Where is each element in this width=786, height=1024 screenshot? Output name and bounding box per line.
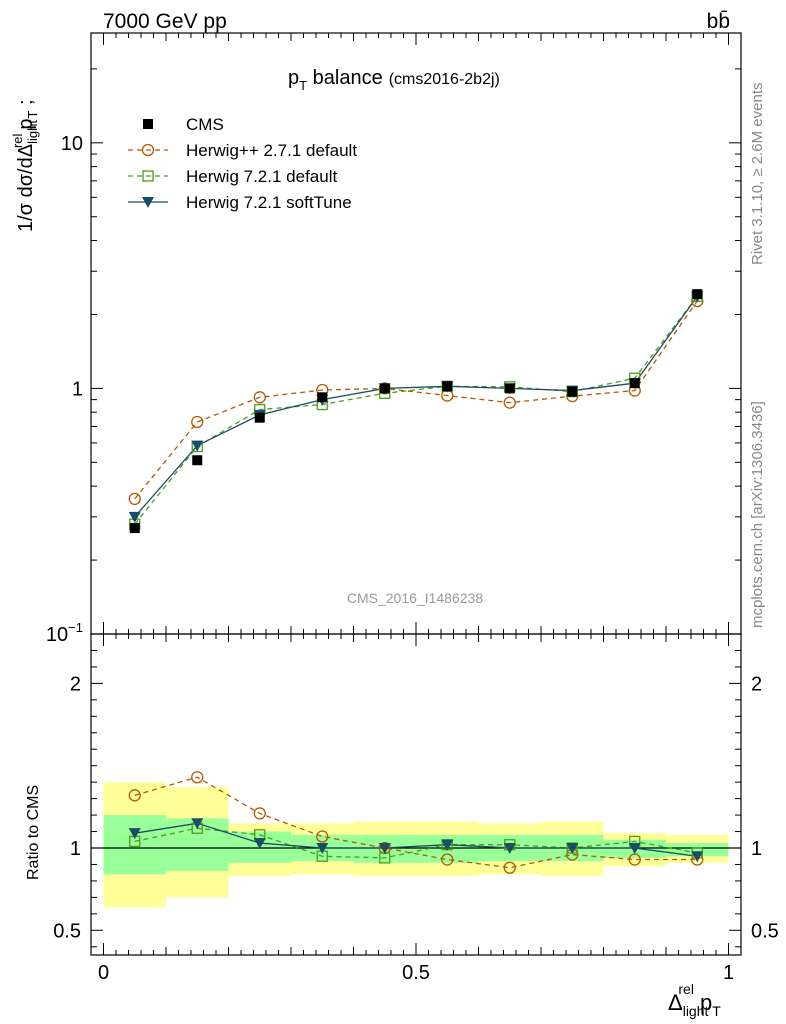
data-point-cms [442,381,453,392]
legend-marker-herwig-7-2-1-default [142,170,154,182]
ratio-y-tick-label: 0.5 [53,920,81,942]
x-tick-label: 1 [723,962,734,984]
data-point-cms [192,455,203,466]
main-y-axis-label: 1/σ dσ/dΔlightrelpT ; [10,99,40,232]
y-tick-label: 10−1 [46,620,83,646]
ratio-point-herwig-2-7-1-default [441,853,454,866]
ratio-line-herwig-7-2-1-softtune [134,822,698,857]
legend-label-herwig-7-2-1-softtune: Herwig 7.2.1 softTune [186,193,352,212]
process-label: bb̄ [707,10,730,33]
rivet-label: Rivet 3.1.10, ≥ 2.6M events [749,83,766,266]
x-tick-label: 0.5 [402,962,430,984]
mcplots-label: mcplots.cern.ch [arXiv:1306.3436] [749,401,766,628]
y-tick-label: 1 [72,378,83,400]
ratio-point-herwig-7-2-1-softtune [691,851,704,863]
plot-title: pT balance (cms2016-2b2j) [288,67,500,93]
data-point-herwig-2-7-1-default [191,415,204,429]
legend-marker-herwig-7-2-1-softtune [142,197,154,208]
legend-marker-herwig-2-7-1-default [141,143,155,157]
data-point-cms [379,383,390,394]
legend-label-herwig-2-7-1-default: Herwig++ 2.7.1 default [186,141,357,160]
data-point-cms [129,523,140,534]
ratio-y-tick-label-right: 2 [751,673,762,695]
legend-label-cms: CMS [186,115,224,134]
ratio-point-herwig-7-2-1-softtune [191,818,204,830]
ratio-y-tick-label-right: 1 [751,838,762,860]
ratio-point-herwig-2-7-1-default [191,771,204,784]
tick-marks [91,33,741,955]
y-tick-label: 10 [61,133,83,155]
series-line-herwig-2-7-1-default [134,300,698,500]
ratio-point-herwig-2-7-1-default [253,807,266,820]
series-lines [134,295,698,869]
ratio-point-herwig-2-7-1-default [503,861,516,874]
series-markers [128,289,704,874]
ratio-y-axis-label: Ratio to CMS [25,785,42,880]
ratio-y-tick-label: 2 [70,673,81,695]
data-point-cms [692,289,703,300]
data-point-herwig-2-7-1-default [503,396,516,409]
data-point-cms [254,412,265,423]
ratio-point-herwig-7-2-1-softtune [441,839,454,851]
legend: CMS Herwig++ 2.7.1 default Herwig 7.2.1 de… [128,115,357,212]
data-point-cms [504,383,515,394]
ratio-band-green [103,815,166,875]
data-point-herwig-7-2-1-softtune [191,440,204,452]
data-point-cms [567,386,578,397]
ratio-point-herwig-2-7-1-default [316,830,329,843]
ratio-y-tick-label-right: 0.5 [751,920,779,942]
data-point-herwig-7-2-1-softtune [128,511,141,523]
ratio-point-herwig-7-2-1-softtune [128,828,141,840]
data-point-cms [629,378,640,389]
ratio-point-herwig-7-2-1-softtune [566,843,579,854]
x-axis-label: ΔlightrelpT [668,981,721,1019]
ratio-band-green [666,843,729,857]
x-tick-label: 0 [98,962,109,984]
legend-marker-cms [143,119,153,129]
ratio-point-herwig-7-2-1-softtune [253,838,266,850]
energy-label: 7000 GeV pp [103,10,227,33]
ratio-point-herwig-7-2-1-softtune [316,843,329,854]
ratio-point-herwig-7-2-1-softtune [503,843,516,854]
ratio-point-herwig-2-7-1-default [128,789,141,802]
data-point-herwig-2-7-1-default [128,492,141,506]
legend-label-herwig-7-2-1-default: Herwig 7.2.1 default [186,167,337,186]
analysis-label: CMS_2016_I1486238 [347,590,483,606]
ratio-y-tick-label: 1 [70,838,81,860]
tick-labels: 10−1 1 10 0.5 0.5 1 1 2 2 0 0.5 1 [46,133,779,984]
ratio-point-herwig-7-2-1-softtune [378,843,391,854]
ratio-line-herwig-2-7-1-default [134,776,698,869]
data-point-herwig-2-7-1-default [253,391,266,404]
series-line-herwig-7-2-1-default [134,295,698,525]
ratio-point-herwig-7-2-1-softtune [628,843,641,854]
data-point-cms [317,392,328,403]
ratio-point-herwig-2-7-1-default [628,853,641,866]
series-line-herwig-7-2-1-softtune [134,295,698,518]
